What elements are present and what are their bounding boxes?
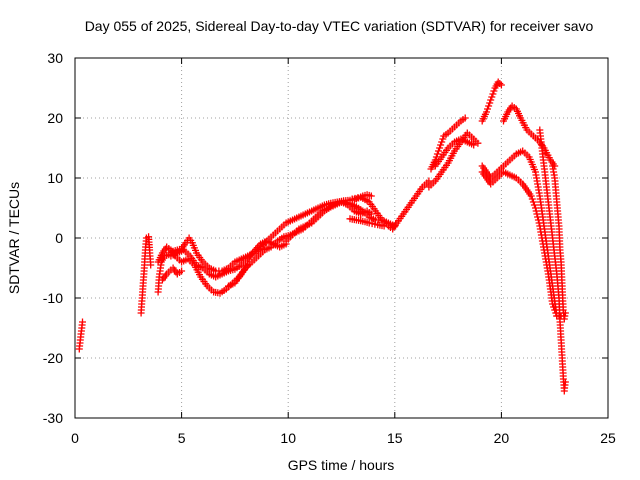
- data-point: [529, 198, 537, 206]
- y-tick-label: -20: [43, 350, 63, 366]
- data-track: [225, 261, 252, 290]
- data-point: [461, 114, 469, 122]
- data-point: [474, 139, 482, 147]
- data-point: [488, 93, 496, 101]
- data-point: [367, 192, 375, 200]
- data-track: [536, 126, 569, 395]
- data-track: [158, 264, 186, 284]
- data-point: [431, 156, 439, 164]
- data-point: [484, 105, 491, 113]
- data-track: [346, 215, 388, 230]
- data-point: [486, 99, 494, 107]
- data-point: [532, 207, 540, 215]
- y-tick-label: 10: [47, 170, 63, 186]
- plot-frame: [74, 57, 609, 419]
- x-tick-label: 20: [494, 430, 510, 446]
- data-point: [487, 96, 495, 104]
- data-track: [431, 135, 478, 170]
- data-point: [494, 78, 502, 86]
- data-point: [489, 90, 497, 98]
- tick-layer: 0 5 10 15 20 25 -30 -20 -10 0 10 20 30: [43, 50, 616, 446]
- data-point: [425, 177, 433, 185]
- data-point: [530, 201, 538, 209]
- data-point: [470, 141, 478, 149]
- data-point: [549, 300, 557, 308]
- chart-title: Day 055 of 2025, Sidereal Day-to-day VTE…: [85, 18, 594, 34]
- data-point: [534, 216, 542, 224]
- data-point: [485, 102, 493, 110]
- data-point: [483, 108, 490, 116]
- y-tick-label: 0: [55, 230, 63, 246]
- data-point: [439, 135, 447, 143]
- x-axis-label: GPS time / hours: [288, 457, 395, 473]
- data-layer: [75, 78, 569, 395]
- data-point: [433, 150, 441, 158]
- data-point: [178, 267, 186, 275]
- data-point: [497, 81, 505, 89]
- x-tick-label: 25: [600, 430, 616, 446]
- data-track: [427, 114, 469, 173]
- data-point: [535, 219, 543, 227]
- data-point: [490, 87, 498, 95]
- data-point: [533, 210, 541, 218]
- data-point: [436, 144, 444, 152]
- data-track: [478, 78, 505, 125]
- data-point: [527, 192, 535, 200]
- data-point: [435, 147, 442, 155]
- data-point: [79, 318, 86, 326]
- data-track: [167, 237, 290, 281]
- x-tick-label: 15: [387, 430, 403, 446]
- data-point: [147, 261, 155, 269]
- data-point: [561, 309, 569, 317]
- data-point: [244, 261, 252, 269]
- data-point: [438, 138, 446, 146]
- data-point: [532, 204, 539, 212]
- data-track: [75, 318, 86, 353]
- data-track: [348, 177, 433, 233]
- data-point: [561, 378, 569, 386]
- y-tick-label: -30: [43, 410, 63, 426]
- data-track: [478, 168, 561, 320]
- grid-layer: [75, 58, 608, 418]
- data-point: [528, 195, 536, 203]
- data-point: [496, 80, 504, 87]
- y-tick-label: 30: [47, 50, 63, 66]
- data-track: [549, 162, 569, 323]
- data-point: [437, 141, 445, 149]
- y-axis-label: SDTVAR / TECUs: [6, 182, 22, 294]
- y-tick-label: -10: [43, 290, 63, 306]
- x-tick-label: 10: [280, 430, 296, 446]
- data-point: [534, 213, 542, 221]
- data-track: [137, 233, 155, 317]
- data-track: [154, 198, 375, 297]
- x-tick-label: 0: [71, 430, 79, 446]
- y-tick-label: 20: [47, 110, 63, 126]
- x-tick-label: 5: [178, 430, 186, 446]
- data-track: [425, 129, 482, 191]
